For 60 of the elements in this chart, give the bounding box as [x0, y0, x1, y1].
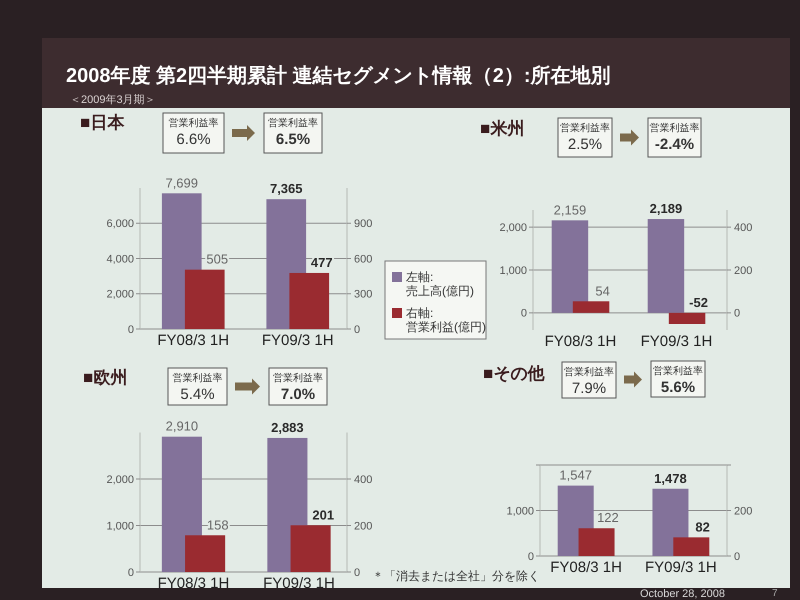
y-tick-label: 6,000: [106, 218, 134, 230]
y2-tick-label: 600: [354, 253, 372, 266]
y-tick-label: 2,000: [106, 474, 134, 486]
data-label: 2,910: [166, 418, 198, 434]
y-tick-label: 2,000: [106, 288, 134, 301]
y2-tick-label: 200: [734, 264, 752, 277]
legend-label: 左軸: 売上高(億円): [406, 270, 474, 298]
text: 営業利益率 5.4%: [172, 372, 222, 403]
x-tick-label: FY09/3 1H: [645, 559, 717, 576]
text: October 28, 2008: [640, 588, 726, 600]
text: ＊「消去または全社」分を除く: [372, 569, 540, 583]
chart-title: ■米州: [480, 119, 524, 138]
chart-title: ■欧州: [83, 368, 128, 387]
text: 7: [772, 588, 778, 599]
data-label: -52: [689, 294, 708, 310]
data-label: 2,883: [271, 420, 304, 435]
x-tick-label: FY09/3 1H: [263, 575, 335, 592]
x-tick-label: FY08/3 1H: [550, 559, 622, 576]
y2-tick-label: 200: [354, 520, 372, 532]
text: 2008年度 第2四半期累計 連結セグメント情報（2）:所在地別: [66, 64, 611, 87]
y2-tick-label: 900: [354, 218, 372, 230]
y-tick-label: 2,000: [499, 222, 527, 234]
text: 営業利益率 6.6%: [168, 117, 218, 148]
y2-tick-label: 0: [354, 324, 360, 336]
data-label: 7,365: [270, 181, 303, 196]
data-label: 1,547: [559, 468, 592, 483]
y2-tick-label: 0: [354, 566, 360, 579]
text: 営業利益率 6.5%: [268, 117, 318, 148]
y-tick-label: 1,000: [506, 505, 534, 518]
y2-tick-label: 300: [354, 288, 372, 301]
data-label: 122: [597, 510, 619, 526]
y-tick-label: 1,000: [499, 264, 527, 277]
data-label: 7,699: [165, 175, 198, 190]
y2-tick-label: 400: [734, 222, 752, 234]
data-label: 1,478: [654, 470, 687, 486]
x-tick-label: FY08/3 1H: [544, 333, 616, 350]
y2-tick-label: 0: [734, 550, 740, 563]
y2-tick-label: 0: [734, 308, 740, 320]
data-label: 477: [310, 254, 333, 270]
legend-label: 右軸: 営業利益(億円): [406, 306, 486, 334]
data-label: 2,189: [650, 201, 682, 216]
y-tick-label: 4,000: [106, 253, 134, 266]
chart-title: ■その他: [483, 364, 546, 383]
y-tick-label: 0: [528, 550, 534, 563]
y-tick-label: 0: [128, 324, 134, 336]
data-label: 54: [595, 283, 610, 298]
chart-title: ■日本: [80, 113, 126, 132]
y-tick-label: 0: [520, 308, 527, 320]
y-tick-label: 1,000: [106, 520, 134, 532]
data-label: 2,159: [554, 202, 586, 218]
x-tick-label: FY09/3 1H: [640, 333, 712, 350]
data-label: 201: [312, 507, 334, 522]
x-tick-label: FY08/3 1H: [158, 575, 230, 592]
text: ＜2009年3月期＞: [70, 94, 156, 106]
y-tick-label: 0: [128, 566, 134, 579]
y2-tick-label: 400: [354, 474, 372, 486]
x-tick-label: FY09/3 1H: [262, 332, 334, 349]
y2-tick-label: 200: [734, 505, 752, 518]
x-tick-label: FY08/3 1H: [157, 332, 230, 349]
data-label: 82: [695, 519, 710, 534]
